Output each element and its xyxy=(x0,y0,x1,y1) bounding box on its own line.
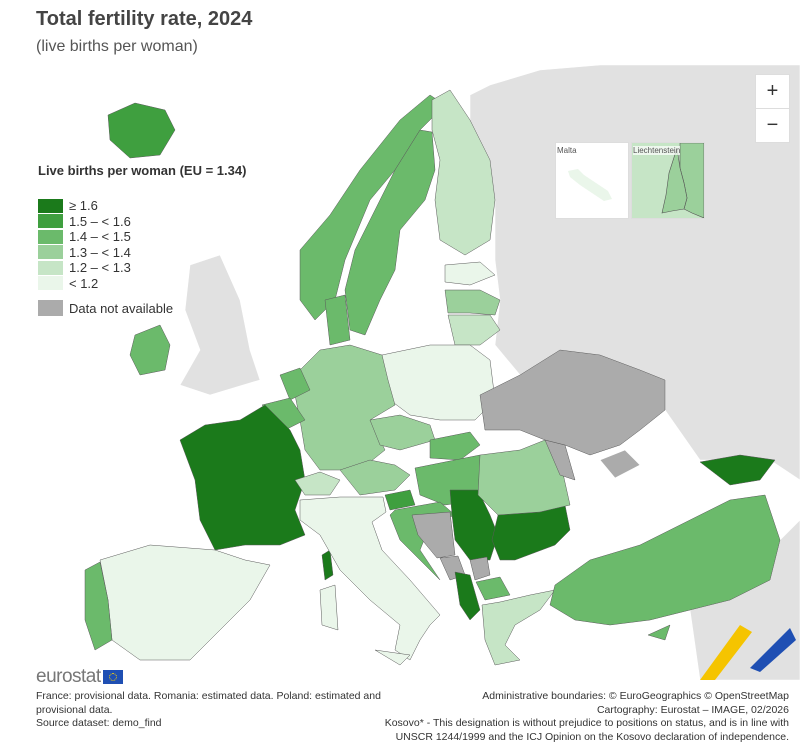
region-north-macedonia[interactable]: North Macedonia xyxy=(475,576,511,601)
inset-label: Malta xyxy=(557,146,577,155)
legend-label: 1.3 – < 1.4 xyxy=(69,244,131,260)
legend-swatch xyxy=(38,276,63,291)
source-dataset: Source dataset: demo_find xyxy=(36,717,162,729)
legend-item: 1.2 – < 1.3 xyxy=(38,260,246,276)
inset-malta: Malta xyxy=(555,142,629,219)
region-poland[interactable]: Poland xyxy=(381,344,496,421)
legend-item: ≥ 1.6 xyxy=(38,198,246,214)
region-iceland[interactable]: Iceland xyxy=(107,102,176,159)
region-bosnia-and-herzegovina[interactable]: Bosnia and Herzegovina xyxy=(411,511,456,559)
region-switzerland[interactable]: Switzerland xyxy=(294,471,341,496)
legend-item: < 1.2 xyxy=(38,276,246,292)
legend-title: Live births per woman (EU = 1.34) xyxy=(38,163,247,178)
decorative-stripe xyxy=(700,625,752,680)
region-latvia[interactable]: Latvia xyxy=(444,289,501,316)
credits: Administrative boundaries: © EuroGeograp… xyxy=(359,690,789,744)
region-germany[interactable]: Germany xyxy=(294,344,396,471)
region-austria[interactable]: Austria xyxy=(339,459,411,496)
legend-label: ≥ 1.6 xyxy=(69,198,98,214)
eurostat-logo: eurostat xyxy=(36,666,123,688)
region-malta xyxy=(568,169,612,201)
credit-line: Cartography: Eurostat – IMAGE, 02/2026 xyxy=(596,703,789,716)
eu-flag-icon xyxy=(102,670,123,684)
region-kosovo[interactable]: Kosovo* xyxy=(469,556,491,581)
footnote: France: provisional data. Romania: estim… xyxy=(36,690,381,716)
region-romania[interactable]: Romania xyxy=(477,439,571,516)
legend-label: Data not available xyxy=(69,300,174,316)
map-subtitle: (live births per woman) xyxy=(36,38,198,55)
legend: Live births per woman (EU = 1.34) ≥ 1.6 1… xyxy=(38,163,246,317)
legend-item: 1.5 – < 1.6 xyxy=(38,214,246,230)
zoom-controls: + − xyxy=(755,74,790,143)
region-ireland[interactable]: Ireland xyxy=(129,324,171,376)
region-georgia[interactable]: Georgia xyxy=(699,454,776,486)
legend-item-na: Data not available xyxy=(38,299,246,317)
region-albania[interactable]: Albania xyxy=(454,571,481,621)
region-slovenia[interactable]: Slovenia xyxy=(384,489,416,511)
region-slovakia[interactable]: Slovakia xyxy=(429,431,481,461)
region-sweden[interactable]: Sweden xyxy=(344,129,436,336)
region-cyprus[interactable]: Cyprus xyxy=(647,624,671,641)
kosovo-disclaimer: Kosovo* - This designation is without pr… xyxy=(384,717,789,743)
region-liechtenstein xyxy=(661,147,688,214)
zoom-out-button[interactable]: − xyxy=(756,108,789,142)
region-czechia[interactable]: Czechia xyxy=(369,414,436,451)
land-crimea xyxy=(599,449,641,479)
region-netherlands[interactable]: Netherlands xyxy=(279,367,311,401)
legend-swatch xyxy=(38,260,63,275)
legend-swatch xyxy=(38,198,63,213)
zoom-in-button[interactable]: + xyxy=(766,80,779,102)
footnotes: France: provisional data. Romania: estim… xyxy=(36,690,406,731)
region-italy[interactable]: Italy xyxy=(299,496,441,661)
legend-label: < 1.2 xyxy=(69,275,99,291)
region-greece[interactable]: Greece xyxy=(481,589,556,666)
legend-label: 1.5 – < 1.6 xyxy=(69,213,131,229)
region-italy[interactable]: Italy xyxy=(319,584,339,631)
legend-item: 1.3 – < 1.4 xyxy=(38,245,246,261)
region-denmark[interactable]: Denmark xyxy=(324,294,351,346)
region-turkey[interactable]: Turkey xyxy=(549,494,781,626)
region-spain[interactable]: Spain xyxy=(99,544,271,661)
credit-line: Administrative boundaries: © EuroGeograp… xyxy=(482,690,789,702)
region-lithuania[interactable]: Lithuania xyxy=(447,314,501,346)
region-ukraine[interactable]: Ukraine xyxy=(479,349,666,456)
region-italy[interactable]: Italy xyxy=(374,649,411,666)
legend-swatch xyxy=(38,300,63,316)
legend-item: 1.4 – < 1.5 xyxy=(38,229,246,245)
legend-swatch xyxy=(38,229,63,244)
region-france[interactable]: France xyxy=(321,549,334,581)
land-uk-area xyxy=(179,254,261,396)
inset-label: Liechtenstein xyxy=(633,146,681,155)
map-title: Total fertility rate, 2024 xyxy=(36,8,253,30)
legend-swatch xyxy=(38,214,63,229)
legend-label: 1.4 – < 1.5 xyxy=(69,229,131,245)
legend-swatch xyxy=(38,245,63,260)
inset-liechtenstein: Liechtenstein xyxy=(631,142,705,219)
decorative-stripe xyxy=(750,628,796,672)
region-estonia[interactable]: Estonia xyxy=(444,261,496,286)
logo-text: eurostat xyxy=(36,666,101,687)
region-france[interactable]: France xyxy=(179,404,306,551)
legend-label: 1.2 – < 1.3 xyxy=(69,260,131,276)
region-portugal[interactable]: Portugal xyxy=(84,561,113,651)
region-finland[interactable]: Finland xyxy=(431,89,496,256)
choropleth-map[interactable]: IcelandNorwaySwedenFinlandEstoniaLatviaL… xyxy=(0,0,811,680)
